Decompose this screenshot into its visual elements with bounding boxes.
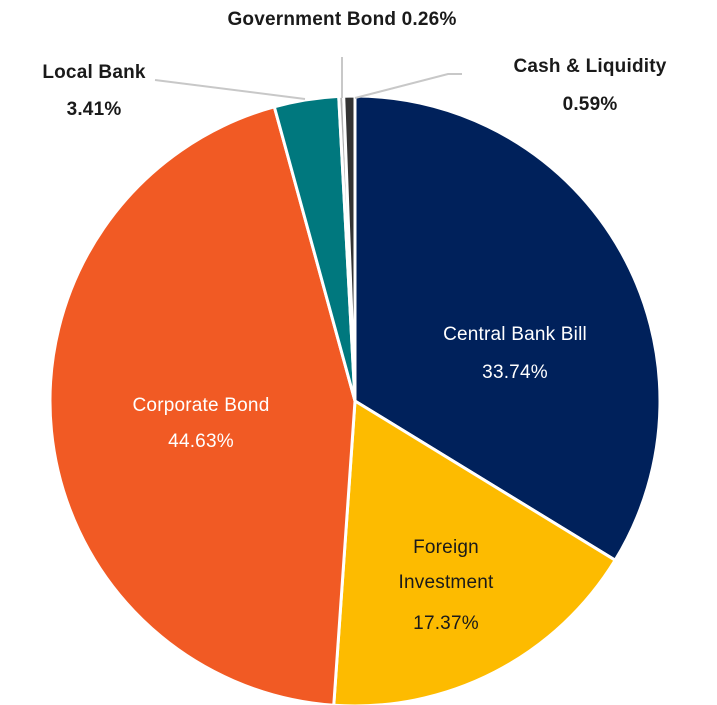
slice-value-cash-liquidity: 0.59% [563, 94, 618, 115]
leader-line-local-bank [154, 79, 306, 100]
slice-label-cash-liquidity: Cash & Liquidity [513, 56, 666, 77]
pie-slice-foreign-investment [332, 399, 617, 705]
slice-label-central-bank-bill: Central Bank Bill [443, 324, 587, 345]
slice-value-corporate-bond: 44.63% [168, 431, 234, 452]
slice-value-foreign-investment: 17.37% [413, 613, 479, 634]
slice-value-central-bank-bill: 33.74% [482, 362, 548, 383]
pie-slices [48, 94, 662, 705]
pie-slice-cash-liquidity [342, 94, 357, 403]
leader-line-cash-liquidity [354, 73, 462, 99]
slice-label-corporate-bond: Corporate Bond [133, 395, 270, 416]
slice-label-foreign-investment-line1: Foreign [413, 537, 479, 558]
slice-value-local-bank: 3.41% [67, 99, 122, 120]
slice-label-local-bank: Local Bank [42, 62, 146, 83]
slice-label-foreign-investment-line2: Investment [399, 572, 494, 593]
leader-lines [154, 57, 462, 100]
pie-slice-corporate-bond [48, 105, 357, 705]
pie-slice-central-bank-bill [353, 94, 662, 562]
slice-label-government-bond: Government Bond 0.26% [227, 9, 456, 30]
